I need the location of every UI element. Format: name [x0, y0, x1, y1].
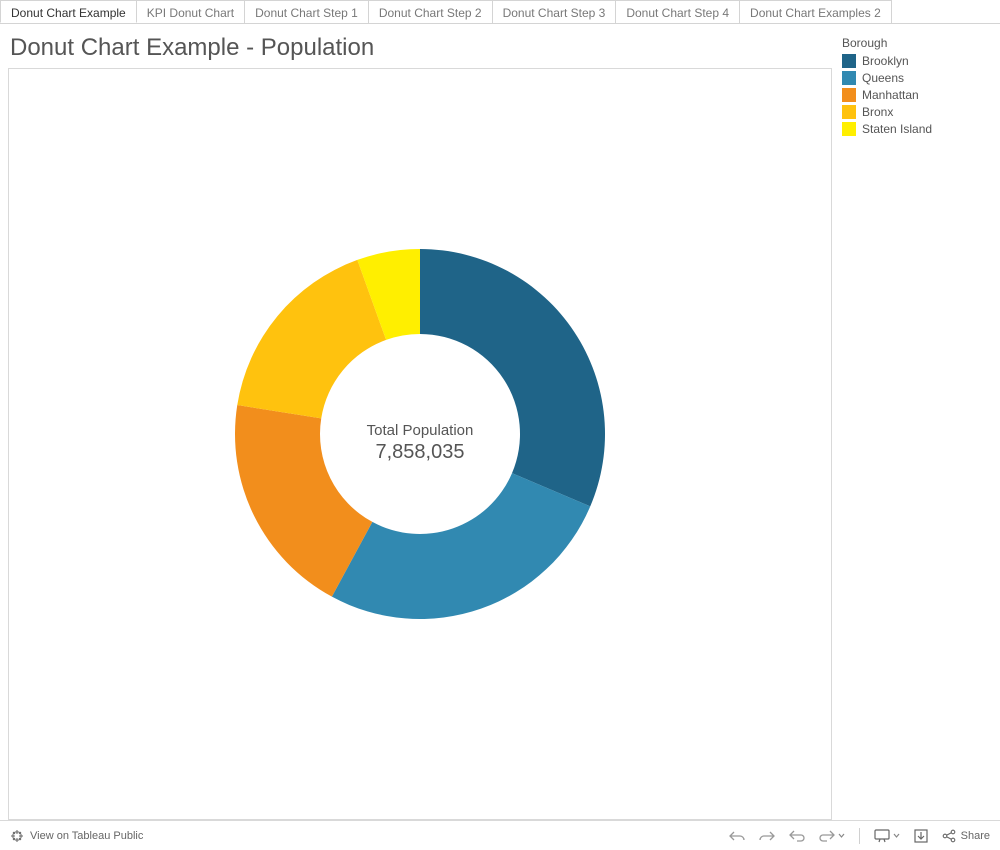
view-on-tableau-label: View on Tableau Public	[30, 830, 143, 842]
tab-donut-chart-step-3[interactable]: Donut Chart Step 3	[492, 0, 617, 23]
view-on-tableau-button[interactable]: View on Tableau Public	[10, 829, 143, 843]
bottom-toolbar: View on Tableau Public	[0, 820, 1000, 850]
share-label: Share	[961, 830, 990, 842]
chart-container: Total Population 7,858,035	[8, 68, 832, 820]
toolbar-icons: Share	[729, 828, 990, 844]
sheet-tabs: Donut Chart ExampleKPI Donut ChartDonut …	[0, 0, 1000, 24]
revert-icon	[789, 829, 805, 843]
legend-swatch	[842, 71, 856, 85]
legend-label: Bronx	[862, 105, 893, 119]
tab-donut-chart-examples-2[interactable]: Donut Chart Examples 2	[739, 0, 892, 23]
presentation-icon	[874, 829, 890, 843]
share-icon	[942, 829, 956, 843]
legend-item[interactable]: Brooklyn	[842, 54, 992, 68]
tab-donut-chart-step-4[interactable]: Donut Chart Step 4	[615, 0, 740, 23]
redo-button[interactable]	[759, 829, 775, 843]
share-button[interactable]: Share	[942, 829, 990, 843]
legend-title: Borough	[842, 36, 992, 50]
download-button[interactable]	[914, 829, 928, 843]
replay-button[interactable]	[819, 829, 845, 843]
revert-button[interactable]	[789, 829, 805, 843]
donut-slice-brooklyn[interactable]	[420, 249, 605, 506]
chevron-down-icon	[838, 833, 845, 838]
legend-label: Queens	[862, 71, 904, 85]
chart-title: Donut Chart Example - Population	[10, 34, 832, 62]
donut-center-label: Total Population 7,858,035	[367, 422, 474, 464]
legend-item[interactable]: Staten Island	[842, 122, 992, 136]
donut-slice-bronx[interactable]	[237, 260, 386, 418]
redo-icon	[759, 829, 775, 843]
replay-icon	[819, 829, 835, 843]
undo-icon	[729, 829, 745, 843]
chevron-down-icon	[893, 833, 900, 838]
legend-swatch	[842, 88, 856, 102]
tableau-logo-icon	[10, 829, 24, 843]
legend-item[interactable]: Manhattan	[842, 88, 992, 102]
undo-button[interactable]	[729, 829, 745, 843]
toolbar-divider	[859, 828, 860, 844]
legend: Borough Brooklyn Queens Manhattan Bronx Stat…	[832, 30, 992, 820]
legend-swatch	[842, 122, 856, 136]
legend-items: Brooklyn Queens Manhattan Bronx Staten Islan…	[842, 54, 992, 136]
download-icon	[914, 829, 928, 843]
tab-donut-chart-example[interactable]: Donut Chart Example	[0, 0, 137, 23]
main-area: Donut Chart Example - Population Total P…	[0, 24, 1000, 820]
chart-column: Donut Chart Example - Population Total P…	[8, 30, 832, 820]
legend-item[interactable]: Bronx	[842, 105, 992, 119]
legend-label: Staten Island	[862, 122, 932, 136]
tab-donut-chart-step-1[interactable]: Donut Chart Step 1	[244, 0, 369, 23]
presentation-button[interactable]	[874, 829, 900, 843]
legend-label: Manhattan	[862, 88, 919, 102]
tab-donut-chart-step-2[interactable]: Donut Chart Step 2	[368, 0, 493, 23]
tab-kpi-donut-chart[interactable]: KPI Donut Chart	[136, 0, 245, 23]
legend-swatch	[842, 105, 856, 119]
center-label-title: Total Population	[367, 422, 474, 439]
legend-swatch	[842, 54, 856, 68]
legend-item[interactable]: Queens	[842, 71, 992, 85]
center-label-value: 7,858,035	[367, 441, 474, 464]
donut-slice-queens[interactable]	[332, 473, 590, 619]
legend-label: Brooklyn	[862, 54, 909, 68]
